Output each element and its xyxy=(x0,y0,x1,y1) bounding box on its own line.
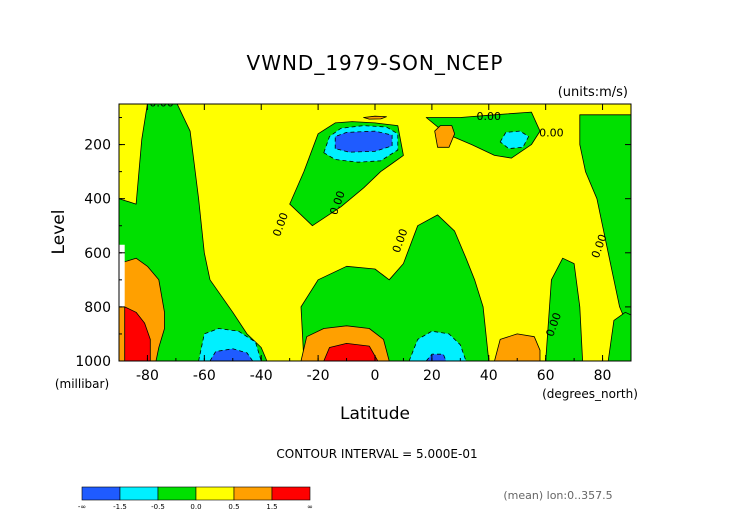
contour-region xyxy=(579,114,631,335)
colorbar-label: -0.5 xyxy=(151,503,165,511)
contour-region xyxy=(434,125,456,148)
x-ticks: -80 -60 -40 -20 0 20 40 60 80 xyxy=(118,104,632,384)
y-tick-label: 1000 xyxy=(75,354,111,370)
contour-region xyxy=(494,333,541,361)
contour-interval-text: CONTOUR INTERVAL = 5.000E-01 xyxy=(276,447,477,461)
x-tick-label: -20 xyxy=(307,368,330,384)
colorbar-swatch xyxy=(157,486,197,501)
contour-label: 0.00 xyxy=(149,97,174,110)
contour-region xyxy=(545,257,583,361)
contour-region xyxy=(607,311,631,361)
contour-label: 0.00 xyxy=(539,126,564,139)
colorbar: -∞ -1.5 -0.5 0.0 0.5 1.5 ∞ xyxy=(78,486,313,511)
colorbar-swatch xyxy=(233,486,273,501)
x-axis-unit: (degrees_north) xyxy=(542,387,638,401)
colorbar-swatch xyxy=(195,486,235,501)
y-tick-label: 600 xyxy=(84,246,111,262)
contour-region xyxy=(300,214,490,361)
units-label: (units:m/s) xyxy=(558,85,628,100)
colorbar-label: -∞ xyxy=(78,503,86,511)
colorbar-swatch xyxy=(81,486,121,501)
contour-region xyxy=(334,130,393,153)
colorbar-label: 0.5 xyxy=(228,503,239,511)
x-tick-label: 60 xyxy=(537,368,555,384)
x-tick-label: 40 xyxy=(480,368,498,384)
x-tick-label: -80 xyxy=(136,368,159,384)
y-ticks: 200 400 600 800 1000 xyxy=(75,117,631,370)
y-axis-unit: (millibar) xyxy=(55,377,109,391)
colorbar-swatch xyxy=(119,486,159,501)
contour-region xyxy=(323,342,379,361)
contour-region xyxy=(209,348,254,361)
y-tick-label: 800 xyxy=(84,300,111,316)
contour-region xyxy=(363,115,387,120)
colorbar-label: ∞ xyxy=(307,503,313,511)
contour-region xyxy=(408,330,467,361)
contour-label: 0.00 xyxy=(477,110,502,123)
colorbar-label: 1.5 xyxy=(266,503,277,511)
x-axis-label: Latitude xyxy=(340,404,410,424)
x-tick-label: 0 xyxy=(371,368,380,384)
contour-region xyxy=(124,306,151,361)
x-tick-label: -60 xyxy=(193,368,216,384)
colorbar-swatch xyxy=(271,486,311,501)
plot-area: 0.000.000.000.000.000.000.000.00 xyxy=(119,97,631,361)
y-axis-label: Level xyxy=(49,210,69,255)
colorbar-label: 0.0 xyxy=(190,503,201,511)
chart-title: VWND_1979-SON_NCEP xyxy=(247,51,504,75)
footnote-text: (mean) lon:0..357.5 xyxy=(503,489,612,502)
missing-data-region xyxy=(119,244,125,307)
y-tick-label: 200 xyxy=(84,138,111,154)
x-tick-label: 80 xyxy=(594,368,612,384)
contour-region xyxy=(425,353,447,361)
y-tick-label: 400 xyxy=(84,192,111,208)
x-tick-label: -40 xyxy=(250,368,273,384)
x-tick-label: 20 xyxy=(423,368,441,384)
contour-region xyxy=(499,130,529,150)
colorbar-label: -1.5 xyxy=(113,503,127,511)
